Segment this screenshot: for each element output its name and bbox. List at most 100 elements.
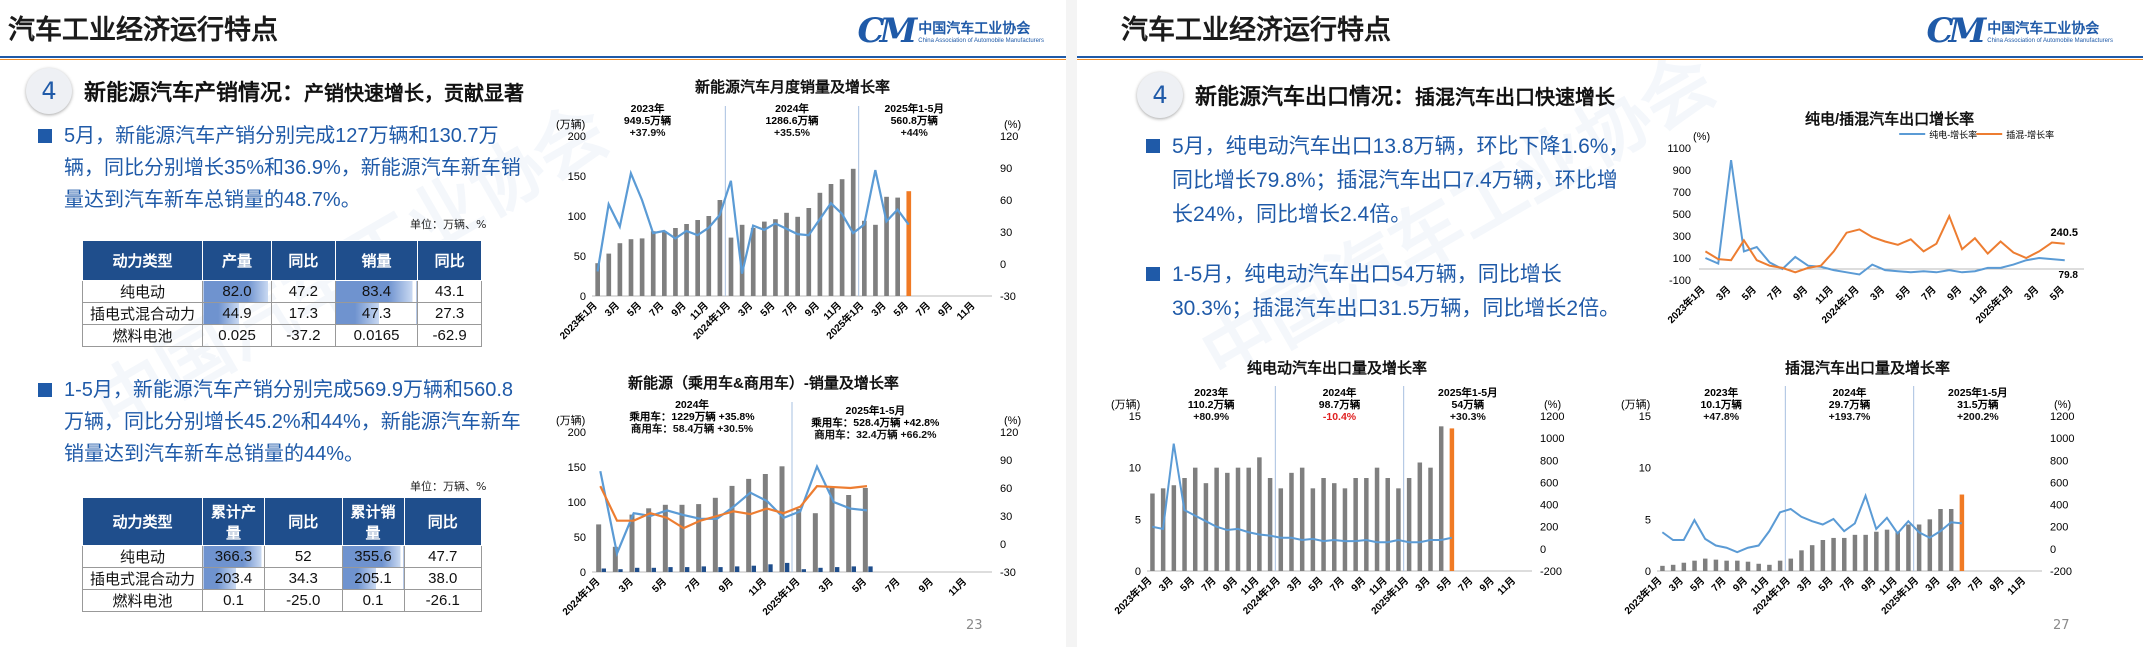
tick-label: 200 [1540,522,1558,534]
bar [1916,524,1922,571]
bar [673,228,678,296]
cell-type: 燃料电池 [82,589,203,612]
tick-label: 50 [574,251,586,263]
tick-label: 2023年1月 [557,299,600,342]
tick-label: 5 [1135,514,1141,526]
bullet-marker [1146,139,1160,153]
table-header: 同比 [271,240,336,281]
bar [795,216,800,296]
annotation: 2025年1-5月 [1948,386,2008,399]
table-row: 燃料电池 0.025 -37.2 0.0165 -62.9 [82,324,482,347]
growth-line [1152,443,1452,544]
commercial-growth-line [599,485,868,530]
annotation: 2024年 [1833,386,1867,399]
section-heading: 4 新能源汽车产销情况：产销快速增长，贡献显著 [26,68,524,114]
annotation: 2025年1-5月 [846,404,906,417]
bar-passenger [796,509,802,572]
bar [773,219,778,296]
bar [606,253,612,296]
legend-label: 插混-增长率 [2006,129,2054,140]
tick-label: 9月 [1859,575,1878,594]
section-number: 4 [26,68,72,114]
tick-label: 5月 [1739,284,1758,303]
annotation: 110.2万辆 [1188,398,1235,411]
cell-production: 366.3 [202,545,265,568]
bar [1417,462,1423,571]
bar-passenger [629,514,635,572]
tick-label: 9月 [802,300,821,319]
tick-label: 11月 [746,576,769,599]
bar-commercial [635,567,640,572]
growth-line [596,169,910,274]
tick-label: 200 [568,427,586,439]
bar [1321,478,1326,571]
table-header: 动力类型 [82,497,203,546]
annotation: 1286.6万辆 [765,114,819,127]
tick-label: 7月 [1456,575,1475,594]
logo: CM 中国汽车工业协会 China Association of Automob… [858,14,1044,48]
cell-type: 纯电动 [82,545,203,568]
annotation: 2023年 [1704,386,1738,399]
tick-label: 800 [1540,455,1558,467]
bullet-marker [1146,267,1160,281]
bar [717,200,723,296]
annotation: 2024年 [1323,386,1357,399]
tick-label: 90 [1000,163,1012,175]
bullet-jan-may-export: 1-5月，纯电动汽车出口54万辆，同比增长30.3%；插混汽车出口31.5万辆，… [1146,258,1632,326]
annotation: 31.5万辆 [1957,398,1999,411]
tick-label: 5 [1645,514,1651,526]
bar [1884,529,1890,571]
tick-label: 1200 [2050,411,2074,423]
tick-label: 3月 [1413,575,1432,594]
chart-title: 纯电动汽车出口量及增长率 [1247,360,1428,377]
page-number: 27 [2053,618,2070,633]
bullet-marker [38,129,52,143]
tick-label: 400 [2050,500,2068,512]
bar-passenger [862,488,868,572]
tick-label: 400 [1540,500,1558,512]
tick-label: 1000 [2050,433,2074,445]
chart-title: 新能源汽车月度销量及增长率 [695,79,891,96]
tick-label: 1100 [1667,143,1691,155]
phev-growth-line [1704,213,2065,274]
annotation: -10.4% [1323,411,1357,423]
annotation: +35.5% [774,127,811,139]
bar [639,238,645,296]
cell-production: 203.4 [202,567,265,590]
bar [839,179,845,296]
annotation: 2025年1-5月 [884,102,944,115]
tick-label: 2023年1月 [1621,574,1664,617]
annotation: 560.8万辆 [891,114,939,127]
tick-label: 7月 [780,300,799,319]
bar [1396,488,1401,571]
bar [1203,483,1209,571]
bar [1342,488,1348,571]
table-header: 销量 [334,240,419,281]
tick-label: 5月 [1434,575,1453,594]
annotation: +200.2% [1957,411,1999,423]
tick-label: 3月 [2022,284,2041,303]
annotation: 商用车：58.4万辆 +30.5% [631,422,754,435]
table-header: 累计销量 [341,497,405,546]
header-title: 汽车工业经济运行特点 [1121,15,1391,46]
tick-label: 0 [1540,544,1546,556]
logo-text-en: China Association of Automobile Manufact… [1987,38,2113,44]
y-axis-unit-right: (%) [1544,399,1561,411]
tick-label: 11月 [1967,284,1990,307]
table-row: 纯电动 366.3 52 355.6 47.7 [82,545,482,568]
tick-label: 5月 [1944,575,1963,594]
tick-label: 3月 [736,300,755,319]
table-jan-may: 动力类型 累计产量 同比 累计销量 同比 纯电动 366.3 52 355.6 47.7… [82,497,482,612]
bar [906,191,912,296]
bar [1364,478,1369,571]
tick-label: 0 [1135,566,1141,578]
data-label: 79.8 [2059,270,2079,281]
bar [728,237,734,296]
bullet-may-export: 5月，纯电动汽车出口13.8万辆，环比下降1.6%，同比增长79.8%；插混汽车… [1146,130,1632,232]
bar [1767,564,1772,571]
tick-label: 60 [1000,195,1012,207]
bar [1959,494,1965,571]
tick-label: 5月 [1178,575,1197,594]
chart-title: 新能源（乘用车&商用车）-销量及增长率 [628,375,899,392]
header-rule [0,56,1066,58]
